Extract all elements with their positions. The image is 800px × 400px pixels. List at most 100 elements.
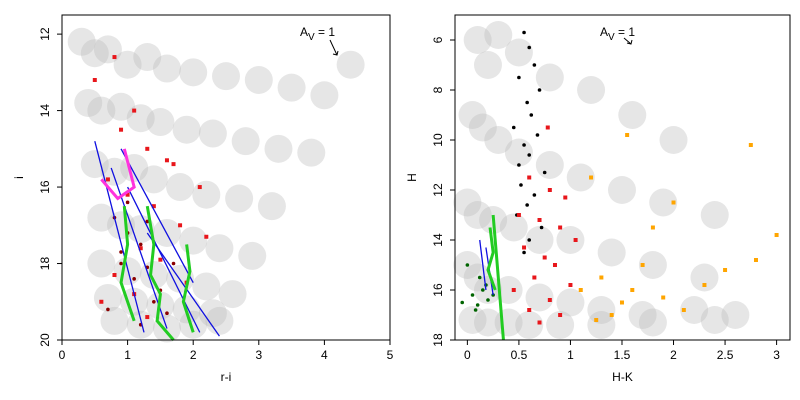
point xyxy=(527,175,532,180)
y-tick-label: 8 xyxy=(431,86,445,93)
background-point xyxy=(67,27,96,56)
background-point xyxy=(172,115,201,144)
model-track xyxy=(127,186,201,333)
background-point xyxy=(212,62,240,91)
y-tick-label: 6 xyxy=(431,36,445,43)
model-track xyxy=(146,232,220,337)
model-track xyxy=(491,214,505,341)
point xyxy=(119,127,124,132)
point xyxy=(522,30,526,35)
point xyxy=(552,263,557,267)
background-point xyxy=(535,63,564,92)
point xyxy=(527,238,532,242)
point xyxy=(491,293,495,297)
background-point xyxy=(525,283,554,312)
point xyxy=(516,213,521,217)
background-point xyxy=(179,310,208,339)
x-tick-label: 0 xyxy=(464,348,471,362)
x-tick-label: 0 xyxy=(59,348,66,362)
point xyxy=(132,277,136,281)
annotation-part: = 1 xyxy=(315,25,336,39)
background-point xyxy=(198,299,227,328)
y-axis-title: i xyxy=(12,176,26,179)
background-point xyxy=(463,26,492,54)
background-point xyxy=(87,203,116,232)
point xyxy=(475,303,480,307)
point xyxy=(197,185,202,190)
annotation-part: A xyxy=(600,25,608,39)
background-point xyxy=(700,306,729,334)
background-point xyxy=(453,188,482,217)
y-tick-label: 14 xyxy=(431,233,445,247)
annotation-part: = 1 xyxy=(615,25,636,39)
background-point xyxy=(336,50,365,79)
point xyxy=(671,200,676,205)
point xyxy=(527,153,532,157)
background-point xyxy=(628,301,657,329)
point xyxy=(112,273,117,277)
background-point xyxy=(93,283,122,312)
y-tick-label: 18 xyxy=(38,257,52,271)
point xyxy=(702,283,707,287)
y-tick-label: 16 xyxy=(431,283,445,297)
plot-frame xyxy=(61,14,391,341)
x-tick-label: 3 xyxy=(255,348,262,362)
background-point xyxy=(100,306,129,335)
background-point xyxy=(515,311,544,339)
point xyxy=(568,283,573,287)
point xyxy=(481,288,485,292)
background-point xyxy=(473,51,502,79)
background-point xyxy=(504,38,533,67)
y-tick-label: 14 xyxy=(38,104,52,118)
background-point xyxy=(225,184,254,213)
point xyxy=(525,100,529,105)
background-point xyxy=(107,92,136,121)
annotation-part: V xyxy=(308,32,315,43)
point xyxy=(539,225,544,230)
background-point xyxy=(192,272,221,301)
background-point xyxy=(638,308,667,337)
point xyxy=(748,143,753,147)
model-track xyxy=(110,167,168,329)
point xyxy=(112,55,117,60)
model-track xyxy=(119,206,136,322)
arrow-head xyxy=(626,39,633,45)
point xyxy=(542,170,547,175)
background-point xyxy=(87,96,116,125)
x-axis-title: r-i xyxy=(221,370,232,384)
point xyxy=(158,257,163,262)
point xyxy=(138,246,143,251)
point xyxy=(527,45,532,50)
point xyxy=(681,308,686,312)
model-track xyxy=(479,239,487,291)
background-point xyxy=(463,201,492,229)
background-point xyxy=(74,88,103,117)
background-point xyxy=(139,261,168,289)
point xyxy=(92,78,97,82)
background-point xyxy=(546,311,575,339)
x-tick-label: 2.5 xyxy=(717,348,734,362)
point xyxy=(511,288,516,292)
point xyxy=(511,125,516,130)
point xyxy=(609,313,614,317)
point xyxy=(537,88,542,92)
point xyxy=(171,162,176,167)
background-point xyxy=(504,138,533,167)
point xyxy=(753,258,758,262)
background-point xyxy=(484,21,513,49)
point xyxy=(594,318,599,322)
background-point xyxy=(205,306,234,335)
point xyxy=(545,125,550,130)
background-point xyxy=(192,180,221,209)
x-tick-label: 0.5 xyxy=(511,348,528,362)
point xyxy=(152,299,156,304)
background-point xyxy=(297,138,326,167)
background-point xyxy=(649,188,678,217)
point xyxy=(165,311,169,316)
point xyxy=(519,183,523,187)
extinction-arrow xyxy=(623,37,632,45)
model-track xyxy=(486,227,497,291)
background-point xyxy=(113,50,142,79)
point xyxy=(578,288,583,292)
